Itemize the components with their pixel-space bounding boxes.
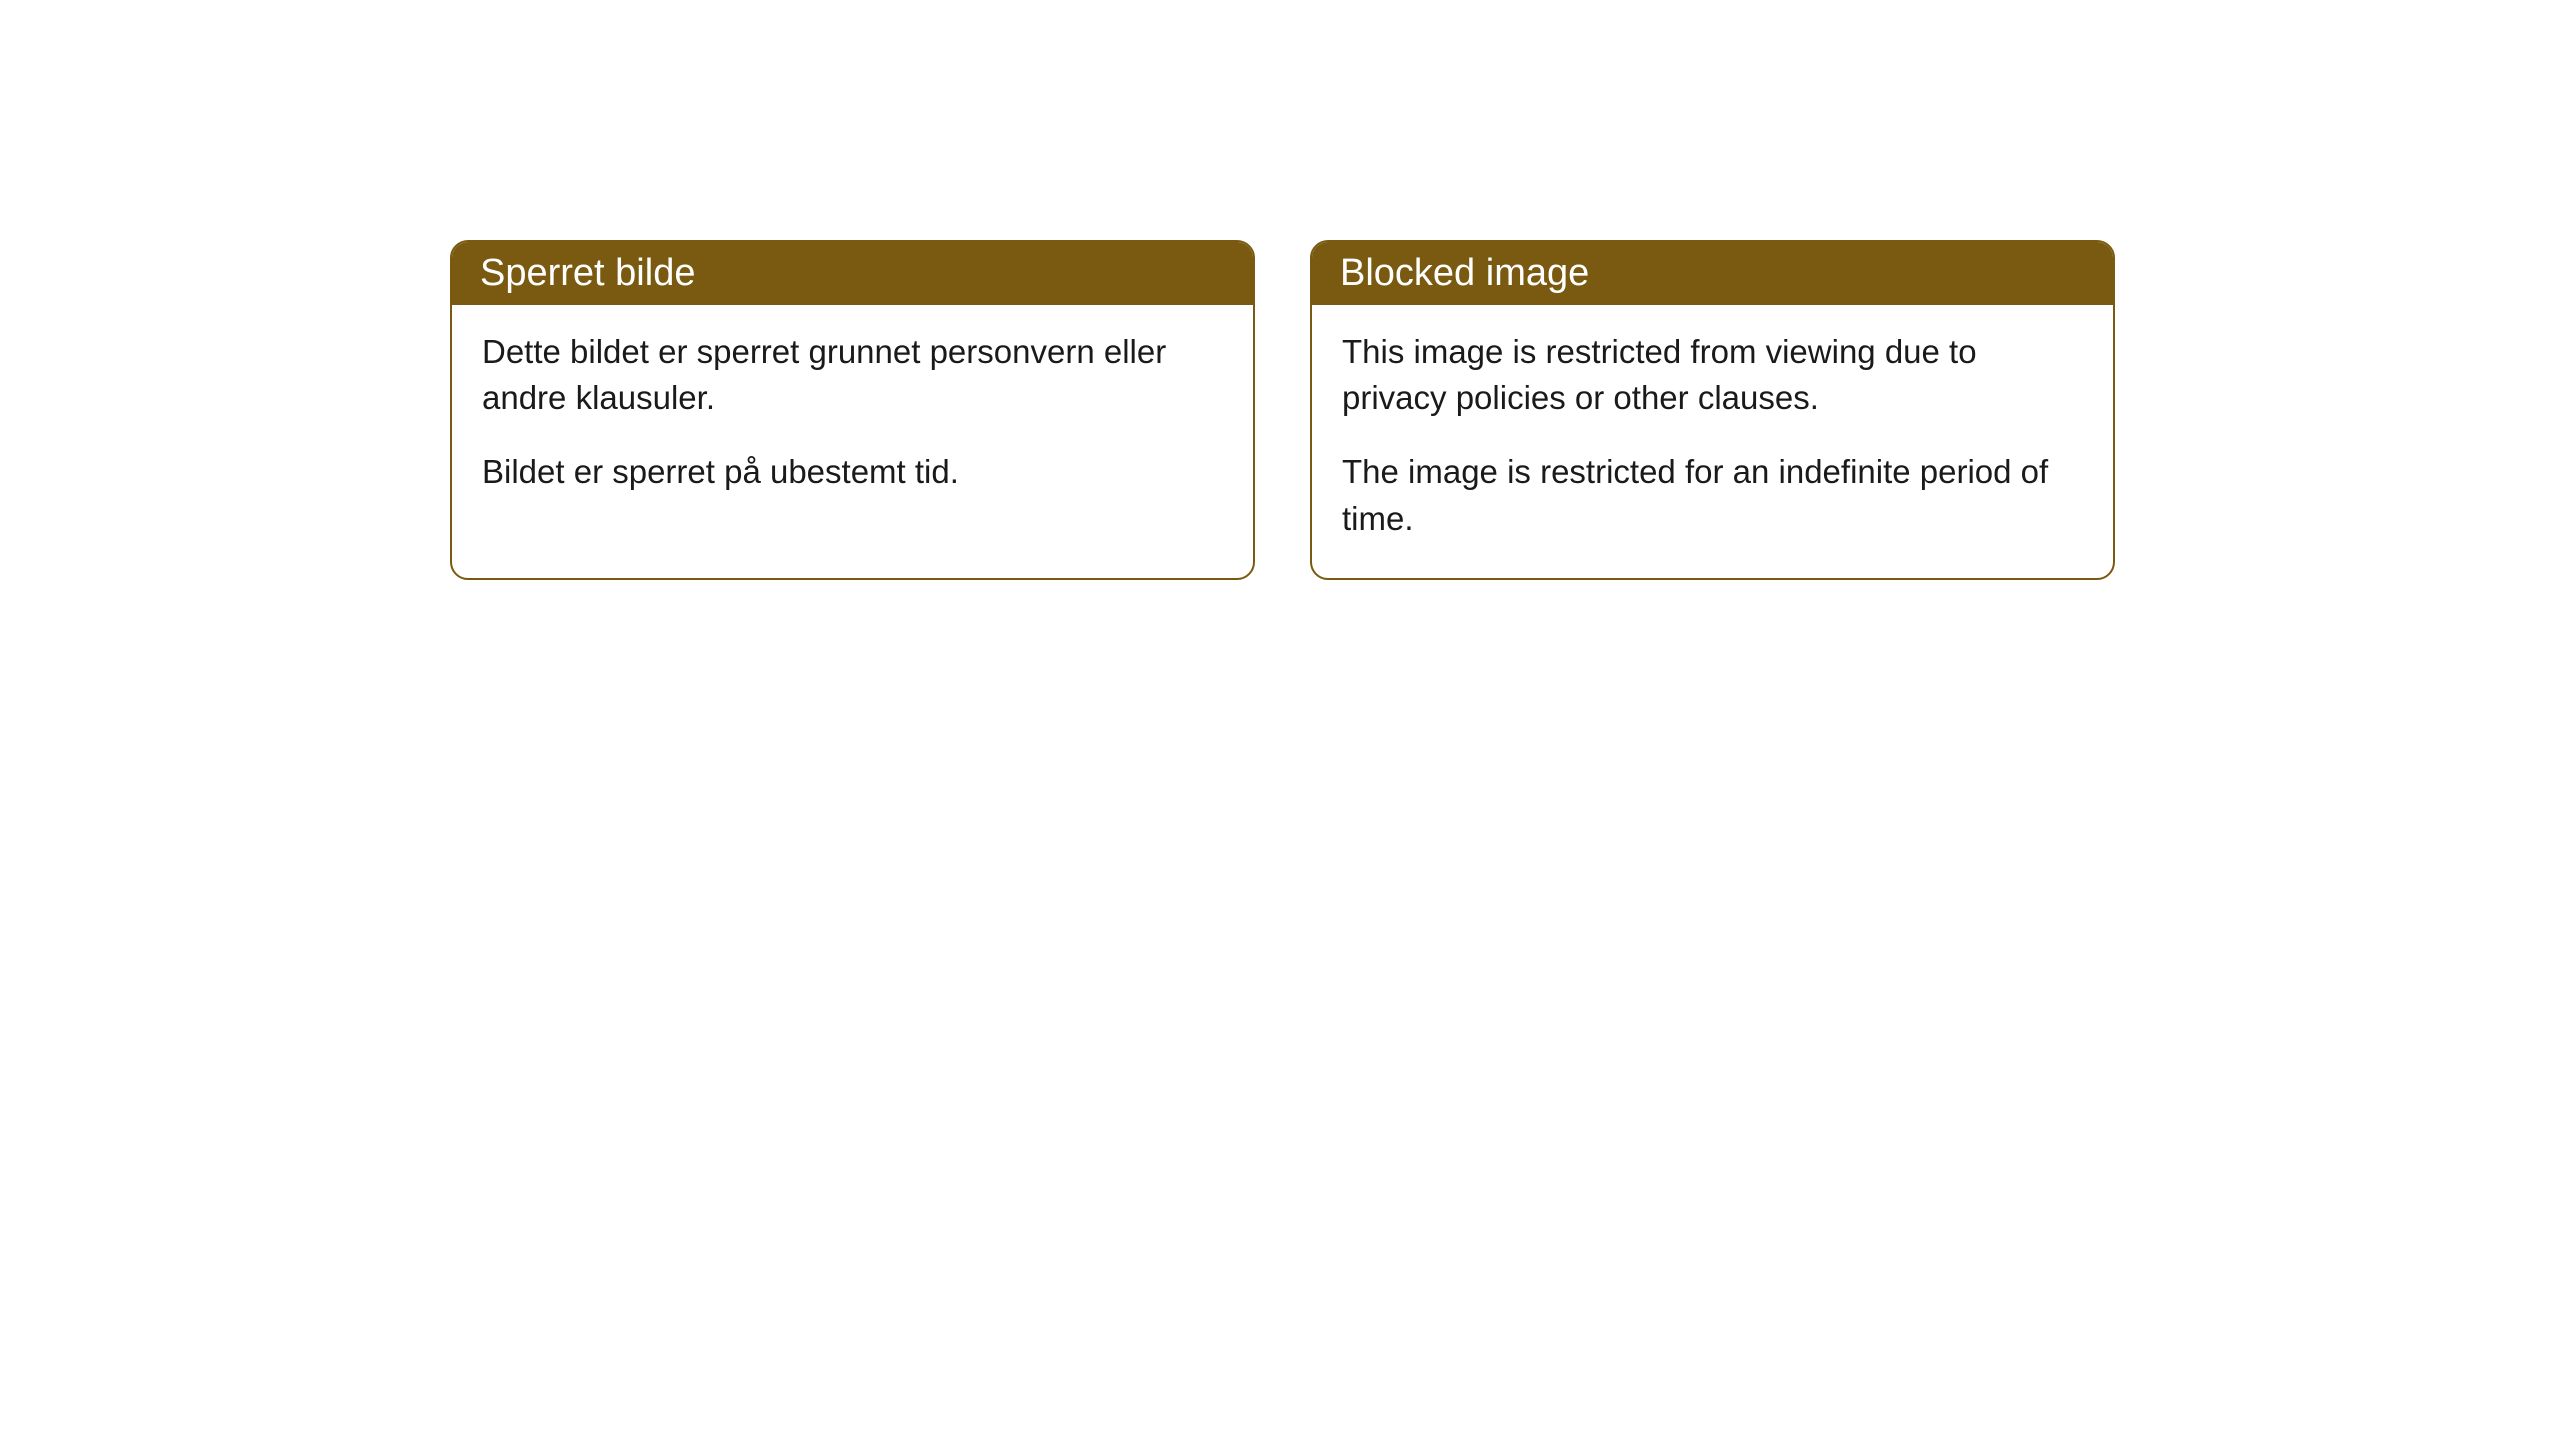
card-header: Blocked image	[1312, 242, 2113, 305]
card-title: Sperret bilde	[480, 252, 695, 294]
card-paragraph-1: This image is restricted from viewing du…	[1342, 329, 2083, 421]
card-title: Blocked image	[1340, 252, 1589, 294]
notice-cards-container: Sperret bilde Dette bildet er sperret gr…	[450, 240, 2115, 580]
card-body: Dette bildet er sperret grunnet personve…	[452, 305, 1253, 532]
card-paragraph-2: Bildet er sperret på ubestemt tid.	[482, 449, 1223, 495]
notice-card-english: Blocked image This image is restricted f…	[1310, 240, 2115, 580]
notice-card-norwegian: Sperret bilde Dette bildet er sperret gr…	[450, 240, 1255, 580]
card-body: This image is restricted from viewing du…	[1312, 305, 2113, 578]
card-paragraph-1: Dette bildet er sperret grunnet personve…	[482, 329, 1223, 421]
card-header: Sperret bilde	[452, 242, 1253, 305]
card-paragraph-2: The image is restricted for an indefinit…	[1342, 449, 2083, 541]
